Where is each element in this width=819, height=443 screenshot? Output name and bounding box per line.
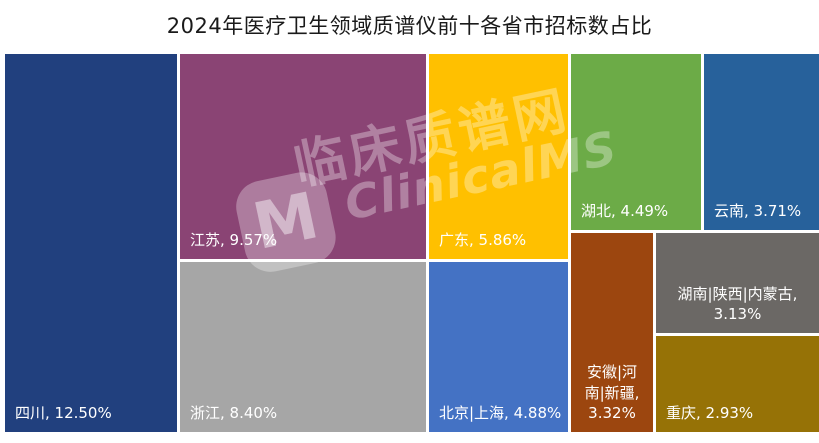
tile-label: 云南, 3.71% bbox=[714, 201, 802, 220]
treemap-tile-5: 北京|上海, 4.88% bbox=[429, 262, 568, 432]
tile-label: 四川, 12.50% bbox=[15, 403, 112, 422]
chart-title: 2024年医疗卫生领域质谱仪前十各省市招标数占比 bbox=[166, 14, 653, 38]
tile-label: 江苏, 9.57% bbox=[190, 230, 278, 249]
treemap-tile-6: 湖北, 4.49% bbox=[571, 54, 701, 230]
tile-label: 湖北, 4.49% bbox=[581, 201, 669, 220]
tile-label: 湖南|陕西|内蒙古, 3.13% bbox=[677, 284, 798, 323]
tile-label: 重庆, 2.93% bbox=[666, 403, 754, 422]
tile-label: 北京|上海, 4.88% bbox=[439, 403, 562, 422]
treemap-tile-2: 江苏, 9.57% bbox=[180, 54, 426, 259]
treemap-tile-7: 云南, 3.71% bbox=[704, 54, 819, 230]
tile-label: 广东, 5.86% bbox=[439, 230, 527, 249]
treemap-tile-9: 湖南|陕西|内蒙古, 3.13% bbox=[656, 233, 819, 333]
treemap-tile-4: 广东, 5.86% bbox=[429, 54, 568, 259]
treemap-tile-1: 四川, 12.50% bbox=[5, 54, 177, 432]
treemap-tile-10: 重庆, 2.93% bbox=[656, 336, 819, 432]
treemap-tile-3: 浙江, 8.40% bbox=[180, 262, 426, 432]
tile-label: 安徽|河 南|新疆, 3.32% bbox=[584, 363, 640, 422]
treemap-tile-8: 安徽|河 南|新疆, 3.32% bbox=[571, 233, 653, 432]
tile-label: 浙江, 8.40% bbox=[190, 403, 278, 422]
